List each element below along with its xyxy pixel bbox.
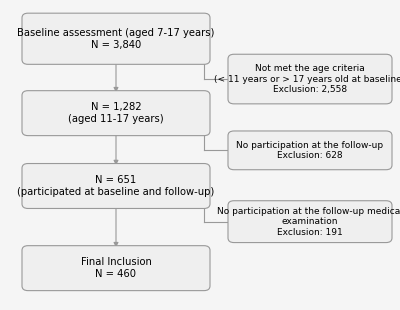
FancyBboxPatch shape	[22, 163, 210, 208]
Text: N = 651
(participated at baseline and follow-up): N = 651 (participated at baseline and fo…	[17, 175, 215, 197]
FancyBboxPatch shape	[22, 91, 210, 136]
FancyBboxPatch shape	[228, 54, 392, 104]
Text: No participation at the follow-up
Exclusion: 628: No participation at the follow-up Exclus…	[236, 141, 384, 160]
FancyBboxPatch shape	[228, 131, 392, 170]
Text: Baseline assessment (aged 7-17 years)
N = 3,840: Baseline assessment (aged 7-17 years) N …	[17, 28, 215, 50]
FancyBboxPatch shape	[22, 246, 210, 291]
Text: Not met the age criteria
(< 11 years or > 17 years old at baseline)
Exclusion: 2: Not met the age criteria (< 11 years or …	[214, 64, 400, 94]
Text: N = 1,282
(aged 11-17 years): N = 1,282 (aged 11-17 years)	[68, 102, 164, 124]
FancyBboxPatch shape	[228, 201, 392, 242]
Text: No participation at the follow-up medical
examination
Exclusion: 191: No participation at the follow-up medica…	[217, 207, 400, 237]
Text: Final Inclusion
N = 460: Final Inclusion N = 460	[80, 257, 152, 279]
FancyBboxPatch shape	[22, 13, 210, 64]
